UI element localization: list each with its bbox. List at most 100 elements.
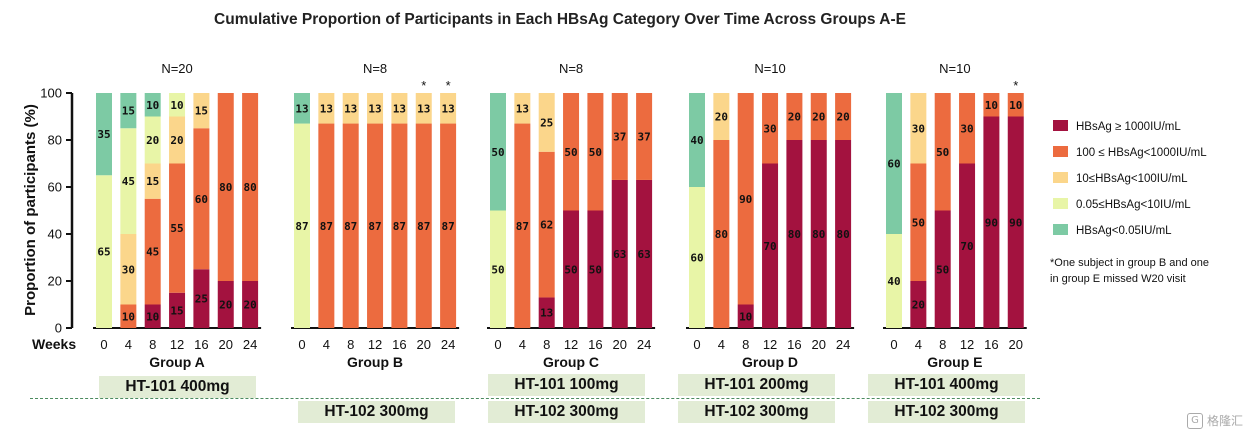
bar-segment	[169, 93, 186, 117]
bar-segment	[294, 93, 310, 124]
data-label: 20	[170, 134, 183, 147]
x-tick-label: 16	[588, 337, 602, 352]
x-tick-label: 4	[323, 337, 330, 352]
bar-segment	[96, 175, 112, 328]
footnote-line-1: *One subject in group B and one	[1050, 257, 1209, 269]
dose-group-a: HT-101 400mg	[99, 376, 256, 398]
bar-segment	[242, 93, 259, 281]
data-label: 25	[540, 116, 553, 129]
data-label: 13	[368, 102, 381, 115]
legend-swatch	[1053, 172, 1068, 183]
data-label: 87	[393, 220, 406, 233]
data-label: 65	[97, 246, 110, 259]
bar-segment	[810, 93, 827, 140]
data-label: 20	[836, 111, 849, 124]
data-label: 40	[690, 134, 703, 147]
x-tick-label: 24	[836, 337, 850, 352]
x-tick-label: 16	[787, 337, 801, 352]
bar-segment	[910, 163, 927, 281]
data-label: 50	[491, 146, 504, 159]
y-tick-label: 20	[48, 274, 62, 289]
data-label: 60	[195, 193, 208, 206]
data-label: 50	[936, 146, 949, 159]
bar-segment	[391, 123, 408, 328]
bar-segment	[514, 123, 531, 328]
x-tick-label: 12	[368, 337, 382, 352]
group-label: Group B	[347, 354, 403, 370]
bar-groups: N=20 Group A 65 35 0 10 30 45 15 4 10 45 15 20 10 8 15 55…	[93, 61, 1027, 370]
bar-segment	[636, 179, 653, 328]
x-tick-label: 20	[613, 337, 627, 352]
x-tick-label: 12	[564, 337, 578, 352]
bar-segment	[810, 140, 827, 328]
data-label: 10	[146, 310, 159, 323]
x-tick-label: 16	[194, 337, 208, 352]
group-2: N=8 Group B 87 13 0 87 13 4 87 13 8 87 13 12 87 13 16 87 1…	[291, 61, 460, 370]
data-label: 70	[960, 240, 973, 253]
data-label: 37	[637, 130, 650, 143]
data-label: 25	[195, 293, 208, 306]
data-label: 63	[613, 248, 626, 261]
data-label: 10	[985, 99, 998, 112]
bar-segment	[587, 93, 604, 211]
data-label: 13	[516, 102, 529, 115]
bar-segment	[415, 93, 432, 124]
bar-segment	[391, 93, 408, 124]
data-label: 15	[195, 105, 208, 118]
data-label: 13	[295, 102, 308, 115]
bar-segment	[342, 123, 359, 328]
x-tick-label: 24	[637, 337, 651, 352]
bar-segment	[120, 93, 137, 129]
group-label: Group D	[742, 354, 798, 370]
asterisk-marker: *	[1013, 78, 1018, 93]
bar-segment	[490, 210, 506, 328]
data-label: 10	[170, 99, 183, 112]
data-label: 50	[564, 146, 577, 159]
legend-label: HBsAg ≥ 1000IU/mL	[1076, 121, 1181, 133]
data-label: 87	[441, 220, 454, 233]
x-tick-label: 4	[915, 337, 922, 352]
x-tick-label: 4	[125, 337, 132, 352]
x-tick-label: 20	[812, 337, 826, 352]
bar-segment	[120, 234, 137, 305]
data-label: 80	[812, 228, 825, 241]
bar-segment	[294, 123, 310, 328]
data-label: 13	[441, 102, 454, 115]
data-label: 80	[243, 181, 256, 194]
y-tick-label: 40	[48, 227, 62, 242]
bar-segment	[120, 304, 137, 328]
x-tick-label: 8	[543, 337, 550, 352]
bar-segment	[144, 116, 161, 164]
data-label: 10	[122, 310, 135, 323]
data-label: 50	[589, 263, 602, 276]
data-label: 87	[368, 220, 381, 233]
data-label: 55	[170, 222, 183, 235]
x-tick-label: 12	[170, 337, 184, 352]
data-label: 87	[295, 220, 308, 233]
legend: HBsAg ≥ 1000IU/mL 100 ≤ HBsAg<1000IU/mL 10…	[1053, 120, 1207, 237]
dose-group-e-ht101: HT-101 400mg	[868, 374, 1025, 396]
bar-segment	[563, 93, 580, 211]
bar-segment	[538, 93, 555, 152]
y-axis: 0 20 40 60 80 100	[40, 86, 74, 336]
bar-segment	[611, 179, 628, 328]
n-label: N=8	[559, 61, 583, 76]
n-label: N=10	[754, 61, 785, 76]
bar-segment	[193, 269, 210, 328]
data-label: 63	[637, 248, 650, 261]
bar-segment	[689, 187, 705, 328]
n-label: N=10	[939, 61, 970, 76]
bar-segment	[490, 93, 506, 211]
dose-group-c-ht102: HT-102 300mg	[488, 401, 645, 423]
x-tick-label: 0	[100, 337, 107, 352]
bar-segment	[318, 93, 335, 124]
data-label: 40	[887, 275, 900, 288]
data-label: 20	[219, 299, 232, 312]
data-label: 13	[393, 102, 406, 115]
dose-group-c-ht101: HT-101 100mg	[488, 374, 645, 396]
bar-segment	[144, 163, 161, 199]
x-tick-label: 8	[149, 337, 156, 352]
data-label: 80	[219, 181, 232, 194]
bar-segment	[611, 93, 628, 180]
asterisk-marker: *	[446, 78, 451, 93]
